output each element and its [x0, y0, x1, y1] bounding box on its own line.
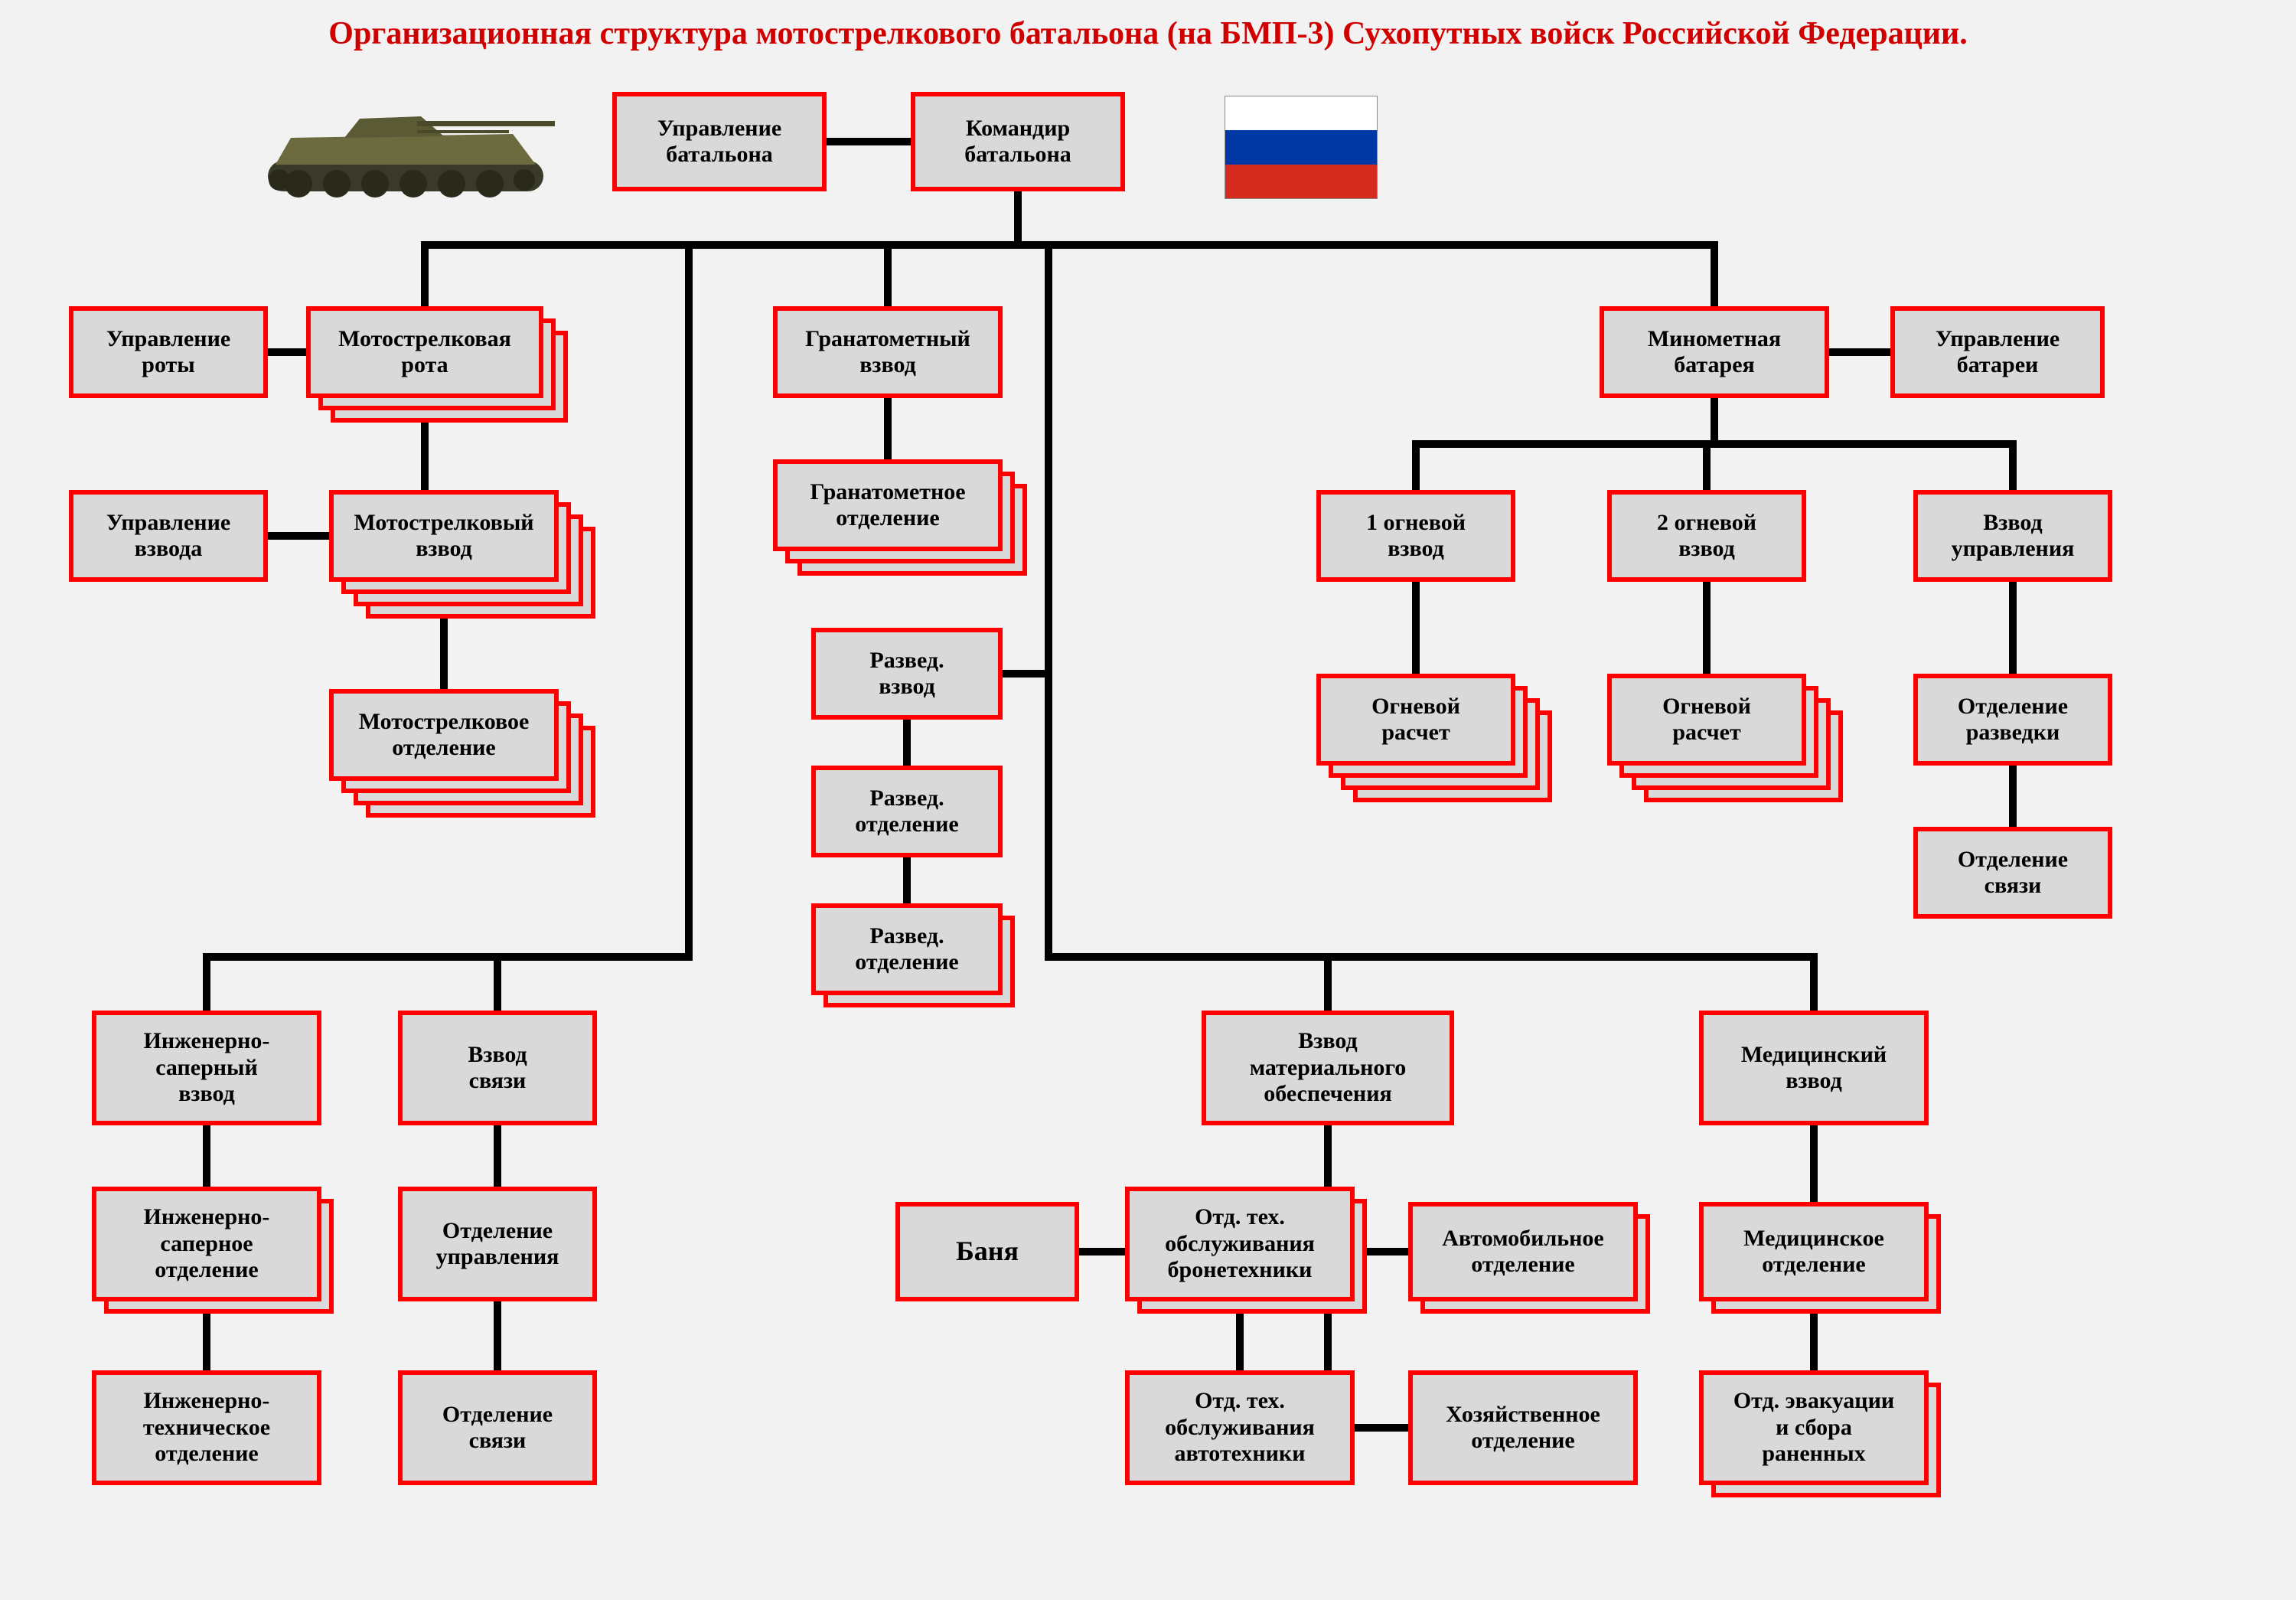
bmp3-vehicle-icon: [245, 92, 566, 207]
org-node-oto_bron: Отд. тех. обслуживания бронетехники: [1125, 1187, 1355, 1301]
org-node-vmo: Взвод материального обеспечения: [1202, 1011, 1454, 1125]
org-node-min_bat: Минометная батарея: [1600, 306, 1829, 398]
russian-flag-icon: [1225, 96, 1378, 199]
org-node-avto_otd: Автомобильное отделение: [1408, 1202, 1638, 1301]
page-title: Организационная структура мотострелковог…: [0, 15, 2296, 52]
org-node-gran_otd: Гранатометное отделение: [773, 459, 1003, 551]
edges-layer: [0, 0, 2296, 1600]
org-node-vzv_upr: Взвод управления: [1913, 490, 2112, 582]
org-node-upr_roty: Управление роты: [69, 306, 268, 398]
org-node-isap_vzv: Инженерно- саперный взвод: [92, 1011, 321, 1125]
org-node-otd_uprv: Отделение управления: [398, 1187, 597, 1301]
org-node-ms_otd: Мотострелковое отделение: [329, 689, 559, 781]
org-node-otd_razv: Отделение разведки: [1913, 674, 2112, 766]
org-node-banya: Баня: [895, 1202, 1079, 1301]
org-node-ogn1_r: Огневой расчет: [1316, 674, 1515, 766]
org-node-upr_batr: Управление батареи: [1890, 306, 2105, 398]
org-node-upr_vzv: Управление взвода: [69, 490, 268, 582]
org-node-iteh_otd: Инженерно- техническое отделение: [92, 1370, 321, 1485]
org-node-razv_otd1: Развед. отделение: [811, 766, 1003, 857]
org-node-gran_vzv: Гранатометный взвод: [773, 306, 1003, 398]
org-node-ms_vzv: Мотострелковый взвод: [329, 490, 559, 582]
org-node-razv_otd2: Развед. отделение: [811, 903, 1003, 995]
org-node-med_otd: Медицинское отделение: [1699, 1202, 1929, 1301]
org-node-med_vzv: Медицинский взвод: [1699, 1011, 1929, 1125]
org-node-kom_bat: Командир батальона: [911, 92, 1125, 191]
org-node-ogn2_r: Огневой расчет: [1607, 674, 1806, 766]
org-node-evak_otd: Отд. эвакуации и сбора раненных: [1699, 1370, 1929, 1485]
org-node-razv_vzv: Развед. взвод: [811, 628, 1003, 720]
org-node-upr_bat: Управление батальона: [612, 92, 827, 191]
org-node-vzv_sv: Взвод связи: [398, 1011, 597, 1125]
org-node-ms_rota: Мотострелковая рота: [306, 306, 543, 398]
org-node-isap_otd: Инженерно- саперное отделение: [92, 1187, 321, 1301]
org-node-ogn2_vzv: 2 огневой взвод: [1607, 490, 1806, 582]
org-node-hoz_otd: Хозяйственное отделение: [1408, 1370, 1638, 1485]
org-node-otd_sv2: Отделение связи: [398, 1370, 597, 1485]
org-node-oto_avto: Отд. тех. обслуживания автотехники: [1125, 1370, 1355, 1485]
org-node-ogn1_vzv: 1 огневой взвод: [1316, 490, 1515, 582]
org-node-otd_sv_b: Отделение связи: [1913, 827, 2112, 919]
